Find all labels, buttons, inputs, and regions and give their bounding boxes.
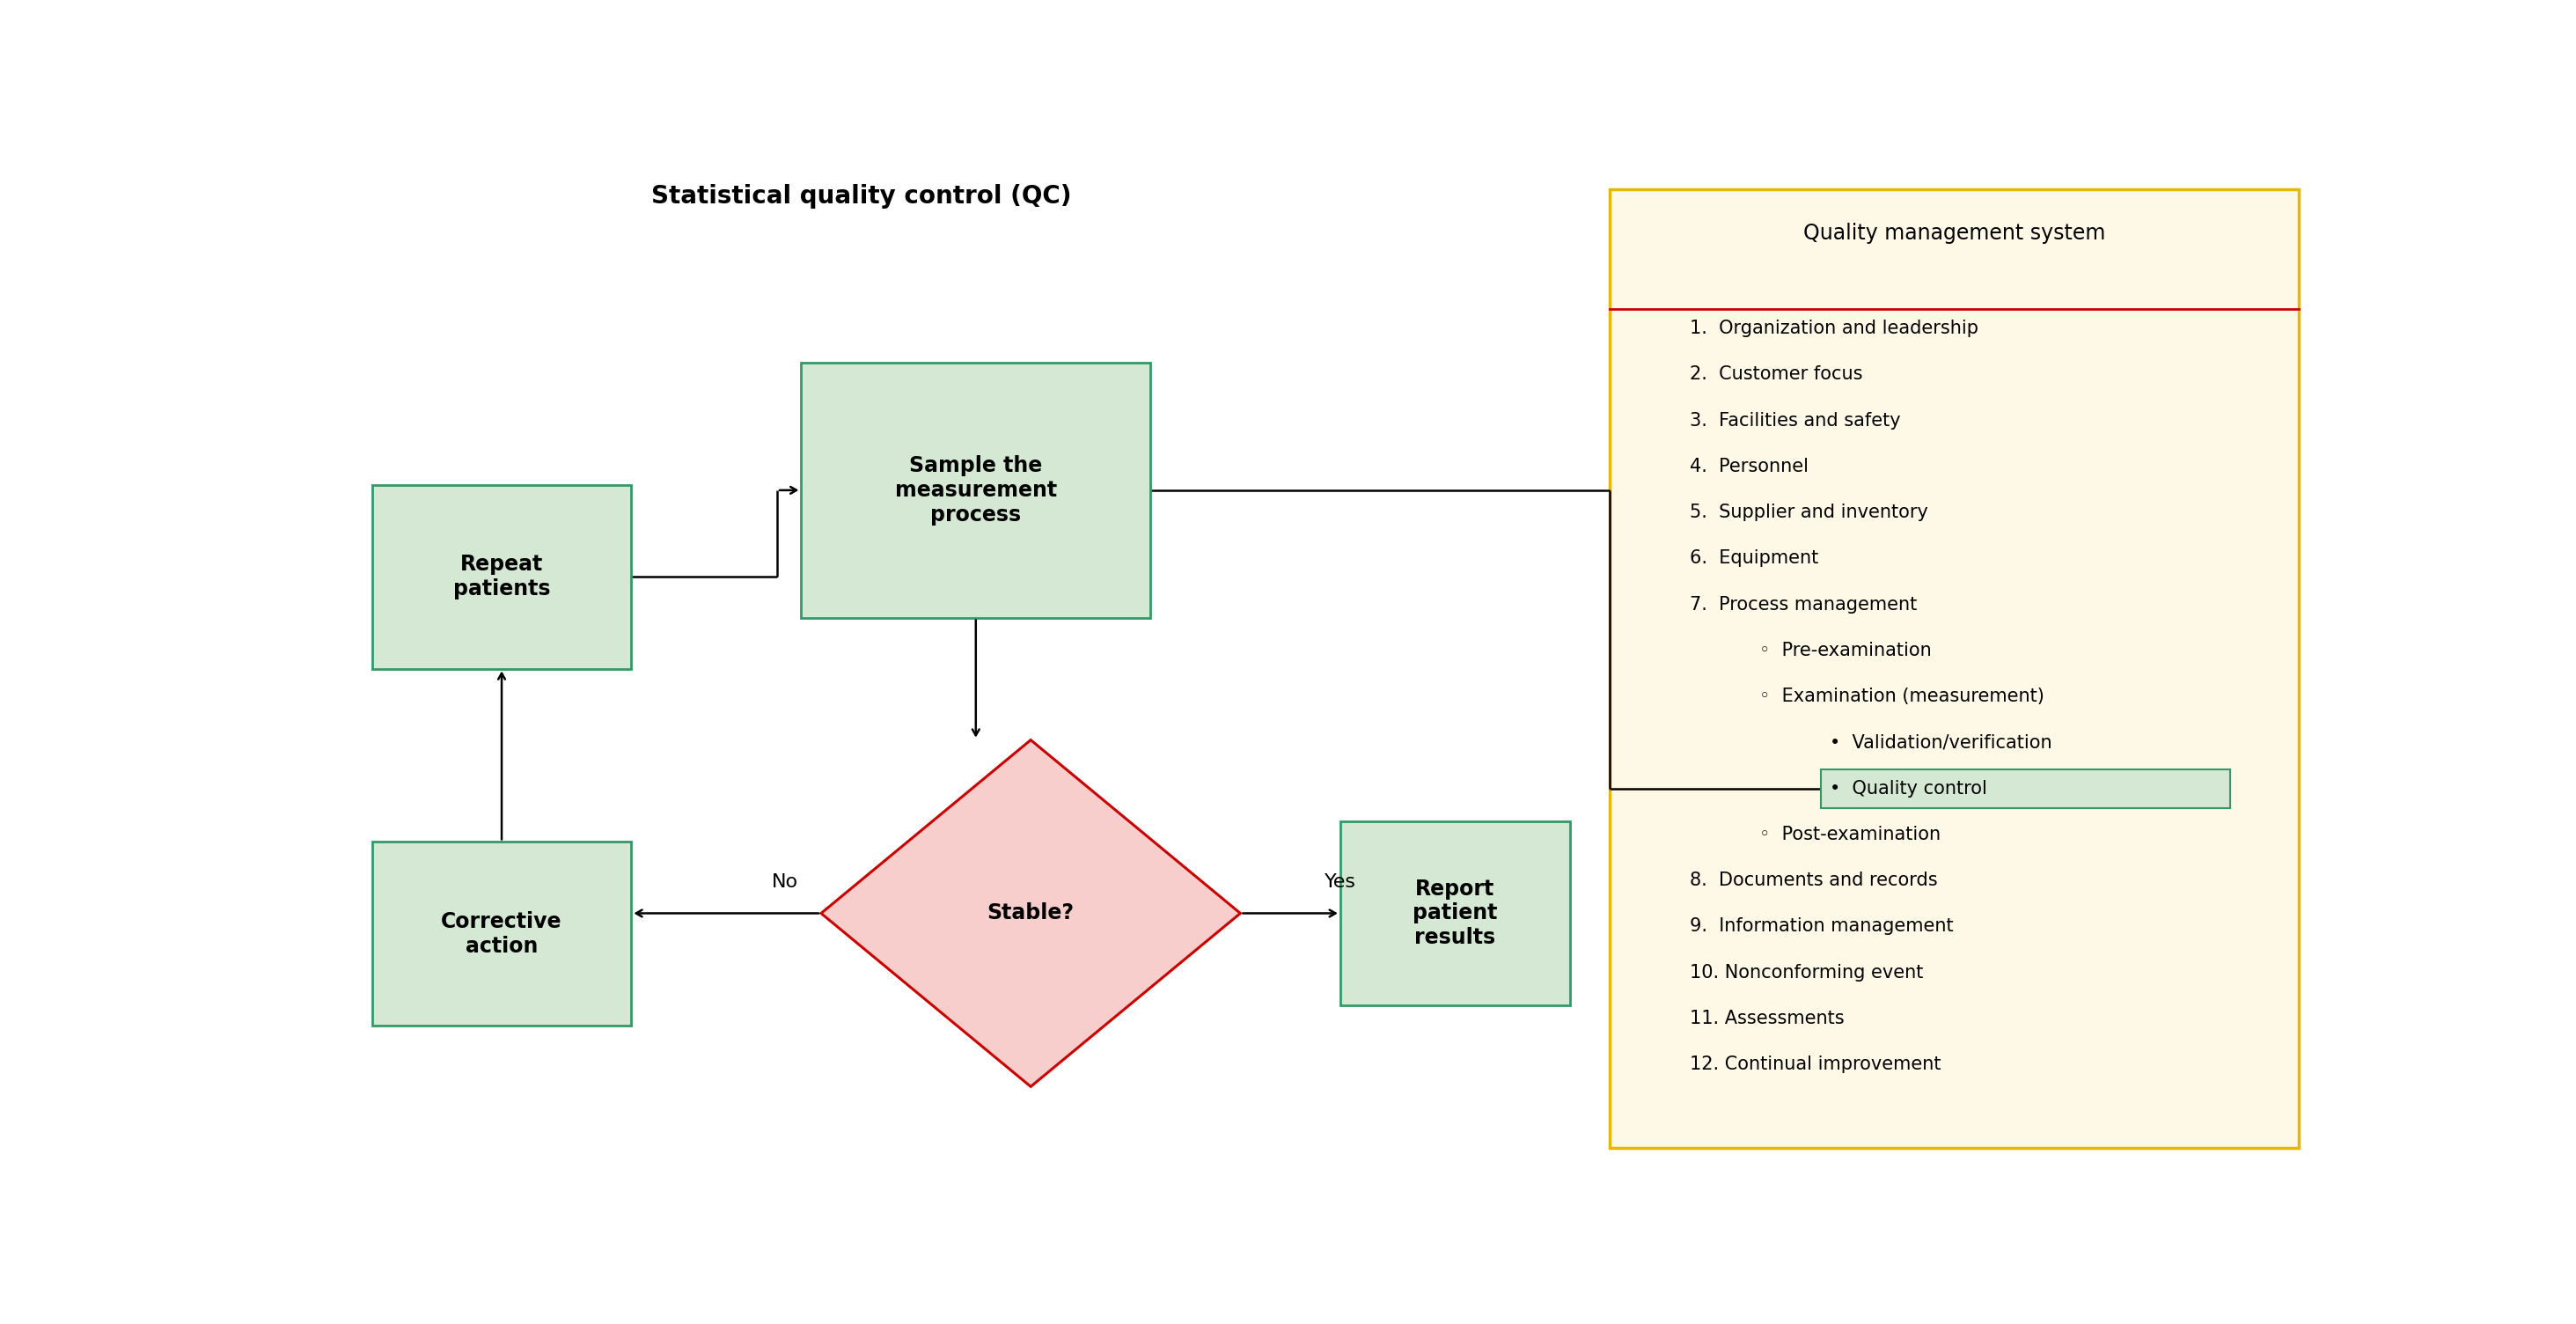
Text: Stable?: Stable? [987, 903, 1074, 924]
FancyBboxPatch shape [801, 363, 1151, 617]
Text: ◦  Examination (measurement): ◦ Examination (measurement) [1759, 687, 2045, 706]
Text: ◦  Pre-examination: ◦ Pre-examination [1759, 642, 1932, 659]
Text: No: No [773, 874, 799, 891]
Text: 5.  Supplier and inventory: 5. Supplier and inventory [1690, 503, 1927, 522]
Text: Report
patient
results: Report patient results [1412, 878, 1497, 948]
Text: 7.  Process management: 7. Process management [1690, 596, 1917, 613]
Text: •  Validation/verification: • Validation/verification [1829, 733, 2050, 751]
Text: 9.  Information management: 9. Information management [1690, 918, 1953, 935]
FancyBboxPatch shape [371, 842, 631, 1026]
Text: 11. Assessments: 11. Assessments [1690, 1010, 1844, 1027]
FancyBboxPatch shape [1340, 821, 1569, 1005]
Text: 2.  Customer focus: 2. Customer focus [1690, 365, 1862, 383]
Text: Repeat
patients: Repeat patients [453, 553, 551, 600]
Text: Quality management system: Quality management system [1803, 222, 2105, 244]
Text: Sample the
measurement
process: Sample the measurement process [894, 455, 1056, 526]
Text: 12. Continual improvement: 12. Continual improvement [1690, 1055, 1940, 1074]
FancyBboxPatch shape [1821, 769, 2231, 808]
FancyBboxPatch shape [1610, 189, 2298, 1148]
Text: 4.  Personnel: 4. Personnel [1690, 458, 1808, 475]
Polygon shape [822, 740, 1242, 1087]
Text: •  Quality control: • Quality control [1829, 780, 1986, 797]
Text: 3.  Facilities and safety: 3. Facilities and safety [1690, 412, 1901, 429]
Text: Yes: Yes [1324, 874, 1355, 891]
Text: 10. Nonconforming event: 10. Nonconforming event [1690, 964, 1924, 981]
Text: 8.  Documents and records: 8. Documents and records [1690, 871, 1937, 890]
Text: Statistical quality control (QC): Statistical quality control (QC) [652, 184, 1072, 209]
Text: Corrective
action: Corrective action [440, 911, 562, 956]
Text: 6.  Equipment: 6. Equipment [1690, 549, 1819, 567]
Text: 1.  Organization and leadership: 1. Organization and leadership [1690, 319, 1978, 338]
FancyBboxPatch shape [371, 485, 631, 669]
Text: ◦  Post-examination: ◦ Post-examination [1759, 826, 1940, 843]
